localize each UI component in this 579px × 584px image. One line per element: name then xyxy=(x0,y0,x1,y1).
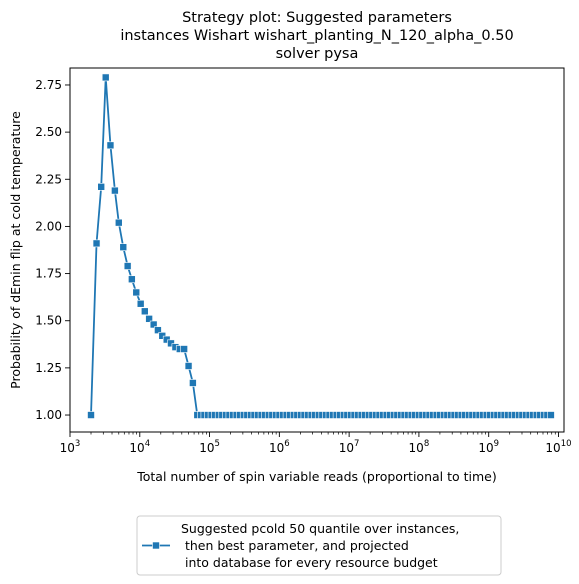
series-line-group xyxy=(87,73,555,419)
data-point xyxy=(140,307,149,316)
y-tick-label: 2.50 xyxy=(35,125,62,139)
data-point xyxy=(132,288,141,297)
data-point xyxy=(149,320,158,329)
data-point xyxy=(101,73,110,82)
y-tick-label: 1.00 xyxy=(35,408,62,422)
data-point xyxy=(547,411,555,419)
data-point xyxy=(92,239,101,248)
legend-label-line-2: then best parameter, and projected xyxy=(181,538,409,553)
data-point xyxy=(184,362,193,370)
plot-frame xyxy=(69,67,565,433)
data-point xyxy=(180,345,188,353)
x-tick-label: 109 xyxy=(478,439,499,455)
x-tick-label: 103 xyxy=(60,439,81,455)
x-tick-label: 1010 xyxy=(545,439,571,455)
data-point xyxy=(123,262,132,270)
y-axis-label: Probability of dEmin flip at cold temper… xyxy=(8,111,23,389)
y-tick-label: 1.75 xyxy=(35,267,62,281)
chart-title: Strategy plot: Suggested parameters inst… xyxy=(120,10,513,62)
series-line xyxy=(90,76,551,416)
y-tick-label: 2.75 xyxy=(35,78,62,92)
y-axis-ticks: 1.00 1.25 1.50 1.75 2.00 2.25 2.50 2.75 xyxy=(35,78,70,422)
data-point xyxy=(119,243,128,251)
y-tick-label: 2.00 xyxy=(35,219,62,233)
chart-title-line-3: solver pysa xyxy=(276,46,359,62)
x-tick-label: 105 xyxy=(199,439,220,455)
legend-label-line-1: Suggested pcold 50 quantile over instanc… xyxy=(181,521,459,536)
chart-title-line-1: Strategy plot: Suggested parameters xyxy=(182,10,452,26)
y-tick-label: 2.25 xyxy=(35,172,62,186)
chart-title-line-2: instances Wishart wishart_planting_N_120… xyxy=(120,28,513,44)
legend-box xyxy=(136,515,502,576)
y-tick-label: 1.50 xyxy=(35,314,62,328)
data-point xyxy=(111,186,119,195)
x-tick-label: 104 xyxy=(129,439,150,455)
x-axis-ticks: 103 104 105 106 107 108 109 1010 xyxy=(60,432,572,455)
legend-marker-swatch xyxy=(152,541,160,550)
x-tick-label: 108 xyxy=(409,439,430,455)
data-point xyxy=(189,379,197,387)
data-point xyxy=(154,326,162,334)
y-tick-label: 1.25 xyxy=(35,361,62,375)
data-point xyxy=(87,411,95,419)
legend-label-line-3: into database for every resource budget xyxy=(185,555,438,570)
x-axis-label: Total number of spin variable reads (pro… xyxy=(136,469,497,484)
data-point xyxy=(114,218,123,227)
data-point xyxy=(106,141,115,150)
data-point xyxy=(136,299,145,308)
data-point xyxy=(145,315,153,323)
x-tick-label: 107 xyxy=(339,439,360,455)
data-point xyxy=(97,183,106,191)
legend: Suggested pcold 50 quantile over instanc… xyxy=(136,515,502,576)
x-tick-label: 106 xyxy=(269,439,290,455)
data-point xyxy=(128,275,136,284)
